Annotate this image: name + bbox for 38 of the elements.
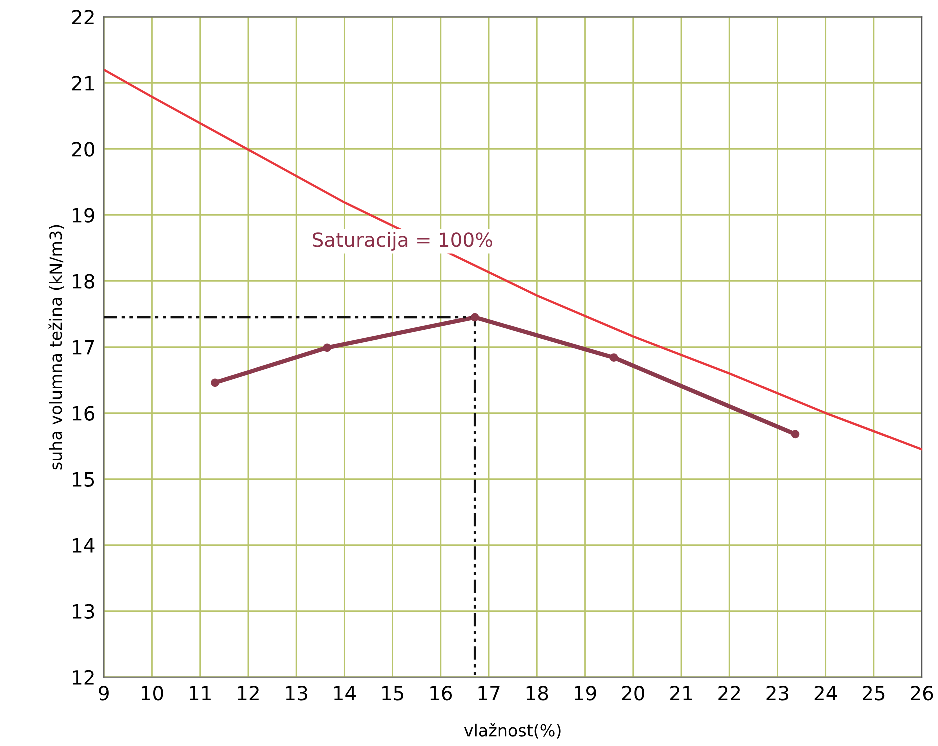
x-tick-label: 18 [526,686,548,701]
x-axis-title: vlažnost(%) [464,723,561,739]
y-tick-label: 13 [73,604,94,620]
point [470,313,480,322]
x-tick-label: 15 [382,686,404,701]
x-tick-label: 12 [238,686,259,700]
point [323,344,332,352]
x-tick-label: 17 [478,686,500,700]
y-tick-label: 15 [73,472,94,487]
x-tick-label: 19 [575,686,596,701]
point [791,430,800,439]
point [211,378,220,388]
x-tick-label: 11 [190,686,211,700]
x-tick-label: 25 [862,686,885,701]
x-tick-label: 13 [286,686,308,701]
y-tick-label: 16 [73,406,95,421]
y-tick-label: 17 [73,340,94,355]
y-tick-label: 18 [73,274,94,289]
y-tick-label: 21 [72,76,94,91]
x-tick-label: 20 [622,686,644,701]
x-tick-label: 26 [911,686,934,701]
y-axis-title: suha volumna težina (kN/m3) [48,225,64,470]
x-tick-label: 21 [670,686,692,700]
y-tick-label: 19 [73,208,94,223]
line-series [104,68,922,451]
y-tick-label: 22 [72,10,94,25]
x-tick-label: 23 [766,686,789,701]
y-tick-label: 14 [73,538,95,553]
x-tick-label: 24 [814,686,838,700]
y-tick-label: 12 [73,670,94,685]
x-tick-label: 14 [334,686,356,700]
x-tick-label: 10 [142,686,164,701]
x-tick-label: 9 [99,686,109,701]
x-tick-label: 22 [718,686,740,700]
annotation: Saturacija = 100% [313,232,492,252]
point [610,354,618,362]
x-tick-label: 16 [430,686,452,701]
y-tick-label: 20 [72,142,94,157]
